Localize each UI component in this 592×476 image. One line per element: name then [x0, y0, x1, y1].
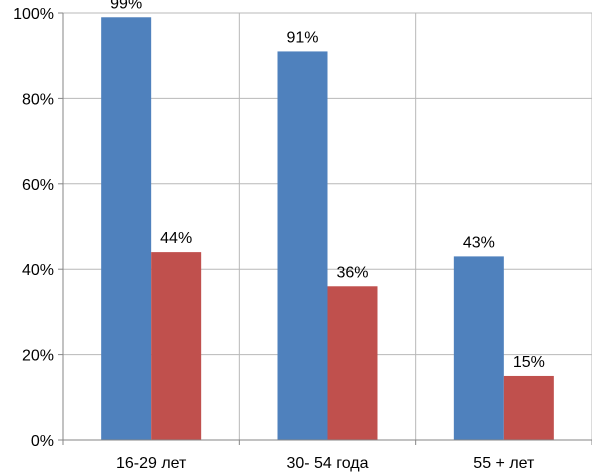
y-tick-label: 80%: [22, 91, 54, 108]
axes: [58, 12, 592, 445]
y-tick-label: 40%: [22, 262, 54, 279]
data-label: 43%: [463, 234, 495, 251]
bar: [327, 286, 378, 440]
bar: [151, 252, 202, 440]
bar: [277, 51, 328, 441]
bars: [101, 17, 554, 441]
x-tick-label: 55 + лет: [473, 455, 535, 472]
labels: 99% 44% 16-29 лет 91% 36% 30- 54 года 43% 15% 55…: [13, 0, 545, 472]
data-label: 44%: [160, 230, 192, 247]
data-label: 99%: [110, 0, 142, 12]
bar: [101, 17, 152, 441]
y-tick-label: 20%: [22, 348, 54, 365]
data-label: 15%: [513, 354, 545, 371]
x-tick-label: 30- 54 года: [286, 455, 368, 472]
y-tick-label: 100%: [13, 6, 54, 23]
x-tick-label: 16-29 лет: [116, 455, 187, 472]
y-tick-label: 0%: [31, 433, 54, 450]
bar: [453, 256, 504, 440]
y-tick-label: 60%: [22, 177, 54, 194]
bar: [503, 375, 554, 440]
data-label: 91%: [286, 29, 318, 46]
data-label: 36%: [336, 264, 368, 281]
